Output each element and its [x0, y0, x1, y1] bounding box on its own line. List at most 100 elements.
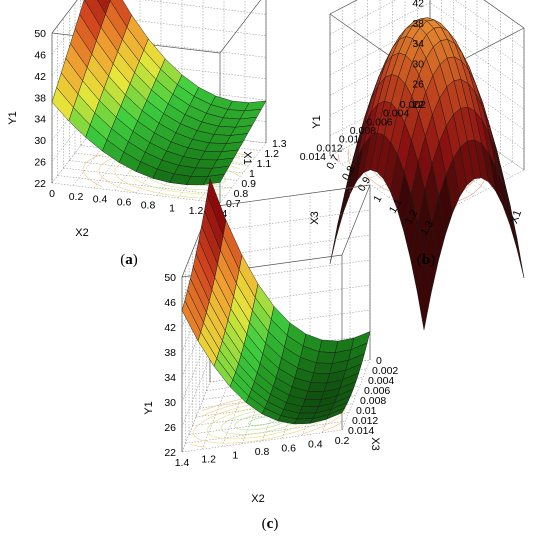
panel-b-wall-grid: [329, 63, 525, 130]
panel-b-surface-plot: 22263034384246500.70.80.911.11.21.30.002…: [300, 0, 525, 330]
panel-b-wall-grid: [329, 42, 525, 110]
panel-b-y-tick: 0.012: [316, 142, 342, 154]
panel-c-y-tick: 0: [376, 355, 382, 367]
panel-b-wall-grid: [329, 22, 525, 90]
panel-c-surface-cell: [302, 399, 322, 407]
panel-b-z-tick: 30: [412, 58, 424, 70]
panel-c-surface-cell: [296, 412, 316, 420]
panel-a-z-tick: 38: [34, 92, 46, 104]
panel-a-x-tick: 0.6: [117, 197, 132, 209]
panel-c-z-tick: 50: [164, 272, 176, 284]
panel-a-floor-grid: [219, 142, 267, 204]
panel-c-y-tick: 0.008: [360, 395, 386, 407]
panel-a-y-tick: 1.2: [264, 148, 279, 160]
panel-c-floor-grid: [261, 370, 291, 442]
panel-b-surface-cell: [417, 255, 432, 330]
panel-a-x-tick: 0.8: [141, 199, 156, 211]
panel-c-x-tick: 0.4: [308, 439, 323, 451]
panel-b-box-edge: [329, 0, 358, 15]
panel-c-z-tick: 26: [164, 422, 176, 434]
panel-c-y-tick: 0.002: [372, 365, 398, 377]
panel-c-surface-cell: [313, 362, 333, 374]
panel-b-y-tick: 0.008: [350, 125, 376, 137]
panel-c-floor-grid: [341, 359, 371, 431]
panel-b-z-tick: 42: [412, 0, 424, 10]
panel-b-surface-cell: [336, 175, 351, 236]
panel-a-xlabel: X2: [75, 227, 88, 239]
panel-c-label: (c): [262, 516, 279, 532]
panel-a-ylabel: X1: [241, 151, 253, 164]
panel-c-x-tick: 1.2: [201, 453, 216, 465]
panel-b-z-tick: 38: [412, 18, 424, 30]
panel-a-surface-cell: [202, 174, 226, 185]
panel-c-xlabel: X2: [251, 493, 264, 505]
panel-c-floor-grid: [241, 373, 271, 444]
panel-c-y-tick: 0.006: [364, 385, 390, 397]
panel-b-x-tick: 0.7: [324, 153, 342, 172]
panel-c-surface-cell: [310, 372, 330, 384]
panel-b-wall-grid: [329, 2, 525, 69]
panel-a-y-tick: 1.1: [257, 158, 272, 170]
panel-a-x-tick: 0.4: [93, 194, 108, 206]
panel-b-z-tick: 22: [412, 99, 424, 111]
panel-a-z-tick: 50: [34, 28, 46, 40]
panel-a-box-edge: [219, 0, 262, 54]
panel-a-z-tick: 22: [34, 178, 46, 190]
panel-b-floor-contour: [337, 154, 340, 163]
panel-c-y-tick: 0.012: [352, 415, 378, 427]
panel-a-y-tick: 1.3: [272, 138, 287, 150]
panel-b-wall-grid: [329, 83, 525, 150]
panel-b-label: (b): [417, 252, 435, 268]
panel-c-ylabel: X3: [369, 437, 381, 450]
panel-a-x-tick: 1: [169, 202, 175, 214]
panel-c-z-tick: 46: [164, 297, 176, 309]
panel-b-zlabel: Y1: [311, 115, 323, 128]
panel-b-x-tick: 1: [371, 193, 384, 204]
panel-a-y-tick: 1: [249, 168, 255, 180]
panel-c-floor-contour: [190, 444, 207, 448]
panel-c-floor-contour: [322, 421, 344, 432]
panel-b-box-edge: [483, 0, 525, 29]
panel-c-surface-cell: [304, 391, 325, 400]
panel-b-wall-grid: [329, 0, 525, 49]
panel-c-floor-grid: [281, 368, 311, 439]
panel-c-z-tick: 42: [164, 322, 176, 334]
panel-a-z-tick: 42: [34, 71, 46, 83]
panel-a-label: (a): [120, 252, 138, 268]
panel-c-zlabel: Y1: [143, 401, 155, 414]
panel-c-floor-grid: [221, 376, 251, 447]
panel-c-z-tick: 38: [164, 347, 176, 359]
panel-c-floor-grid: [321, 362, 351, 433]
panel-b-y-tick: 0.002: [400, 99, 426, 111]
panel-a-z-tick: 30: [34, 135, 46, 147]
panel-c-y-tick: 0.004: [368, 375, 394, 387]
panel-a-box-edge: [51, 0, 78, 34]
panel-b-floor-contour: [347, 148, 353, 169]
panel-c-surface-cell: [325, 407, 346, 420]
panel-c-x-tick: 1.4: [175, 457, 190, 469]
panel-c-floor-grid: [301, 365, 331, 436]
panel-c-box-edge: [341, 184, 371, 256]
panel-c-x-tick: 1: [232, 450, 238, 462]
panel-c-x-tick: 0.8: [255, 446, 270, 458]
panel-b-y-tick: 0.004: [383, 108, 409, 120]
panel-a-y-tick: 0.9: [241, 178, 256, 190]
panel-b-xlabel: X1: [508, 209, 524, 226]
panel-c-z-tick: 22: [164, 447, 176, 459]
panel-c-y-tick: 0.014: [348, 425, 374, 437]
panel-c-z-tick: 34: [164, 372, 176, 384]
panel-a-z-tick: 34: [34, 114, 46, 126]
panel-a-surface-plot: 222630343842465000.20.40.60.811.21.40.70…: [34, 0, 287, 220]
panel-c-z-tick: 30: [164, 397, 176, 409]
panel-c-surface-cell: [299, 406, 319, 414]
panel-a-x-tick: 1.2: [189, 205, 204, 217]
panel-b-y-tick: 0.006: [366, 116, 392, 128]
panel-b-z-tick: 26: [412, 79, 424, 91]
panel-a-x-tick: 0.2: [69, 191, 84, 203]
panel-b-z-tick: 34: [412, 38, 424, 50]
panel-a-x-tick: 0: [49, 188, 55, 200]
panel-a-z-tick: 26: [34, 157, 46, 169]
panel-b-ylabel: X3: [309, 211, 321, 224]
